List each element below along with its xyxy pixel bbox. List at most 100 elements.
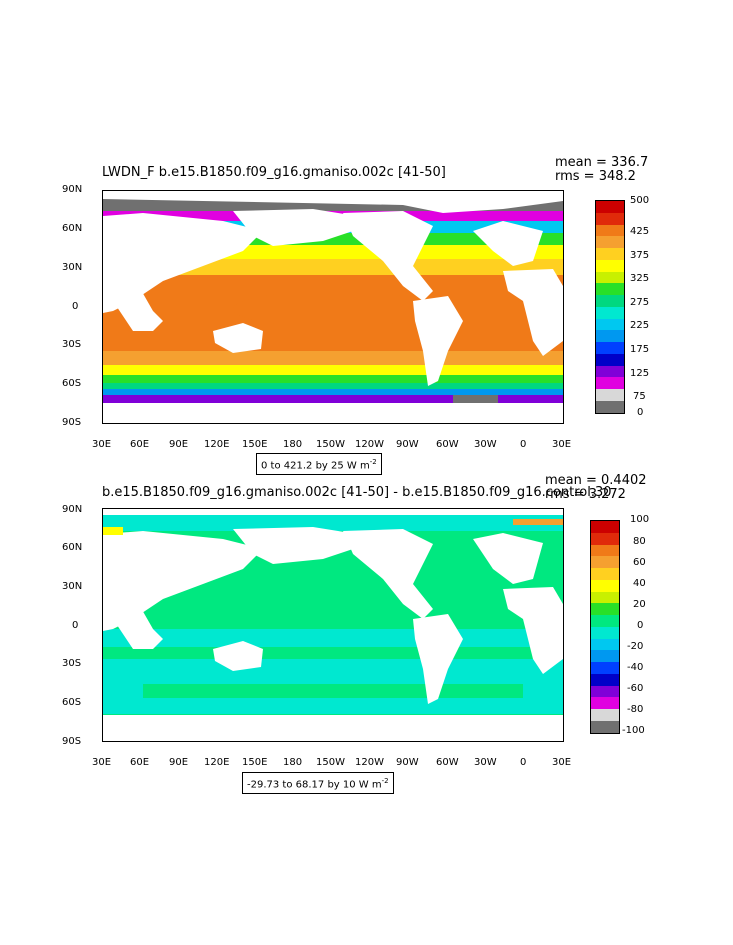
panel1-cbar-label: 0: [637, 407, 644, 418]
panel1-xtick: 90W: [396, 439, 419, 450]
panel2-ytick: 60S: [62, 697, 82, 708]
panel1-colorbar-swatch: [596, 295, 624, 307]
panel2-cbar-label: -100: [622, 725, 645, 736]
panel1-rms: rms = 348.2: [555, 169, 636, 184]
panel2-xtick: 120E: [204, 757, 230, 768]
panel2-colorbar-swatch: [591, 544, 619, 557]
panel1-range: 0 to 421.2 by 25 W m-2: [256, 453, 382, 476]
panel1-cbar-label: 325: [630, 273, 650, 284]
panel2-colorbar-swatch: [591, 568, 619, 580]
panel1-colorbar-swatch: [596, 306, 624, 319]
panel1-map: [102, 190, 564, 424]
panel2-rms: rms = 3.272: [545, 487, 626, 502]
panel1-cbar-label: 125: [630, 368, 650, 379]
panel2-xtick: 60E: [130, 757, 150, 768]
panel2-colorbar-swatch: [591, 685, 619, 698]
panel2-colorbar-swatch: [591, 673, 619, 686]
panel2-cbar-label: -40: [627, 662, 644, 673]
panel1-xtick: 0: [520, 439, 527, 450]
panel2-colorbar-swatch: [591, 697, 619, 710]
panel2-range-exp: -2: [381, 777, 389, 785]
panel2-colorbar-swatch: [591, 556, 619, 569]
panel2-colorbar: [590, 520, 620, 734]
panel1-colorbar-swatch: [596, 353, 624, 366]
panel2-xtick: 90E: [169, 757, 189, 768]
panel2-xtick: 150E: [242, 757, 268, 768]
panel2-xtick: 30W: [474, 757, 497, 768]
panel1-colorbar-swatch: [596, 365, 624, 378]
panel1-xtick: 120W: [355, 439, 384, 450]
panel2-range-label: -29.73 to 68.17 by 10 W m: [247, 779, 382, 791]
panel1-colorbar-swatch: [596, 224, 624, 237]
panel2-cbar-label: 40: [633, 578, 646, 589]
panel2-cbar-label: -20: [627, 641, 644, 652]
panel1-cbar-label: 75: [633, 391, 646, 402]
panel2-cbar-label: 100: [630, 514, 650, 525]
panel1-mean: mean = 336.7: [555, 155, 649, 170]
panel1-colorbar-swatch: [596, 401, 624, 413]
panel1-xtick: 30E: [92, 439, 112, 450]
panel1-xtick: 60W: [436, 439, 459, 450]
panel1-ytick: 30N: [62, 262, 83, 273]
panel2-cbar-label: -80: [627, 704, 644, 715]
panel2-cbar-label: 60: [633, 557, 646, 568]
panel1-colorbar-swatch: [596, 377, 624, 390]
panel1-colorbar-swatch: [596, 330, 624, 343]
panel1-xtick: 90E: [169, 439, 189, 450]
panel1-xtick: 180: [283, 439, 303, 450]
panel1-xtick: 60E: [130, 439, 150, 450]
panel2-colorbar-swatch: [591, 615, 619, 627]
panel2-colorbar-swatch: [591, 721, 619, 733]
panel2-xtick: 120W: [355, 757, 384, 768]
panel1-ytick: 60S: [62, 378, 82, 389]
panel1-xtick: 30W: [474, 439, 497, 450]
panel2-range: -29.73 to 68.17 by 10 W m-2: [242, 772, 394, 795]
panel2-mean: mean = 0.4402: [545, 473, 647, 488]
panel2-xtick: 180: [283, 757, 303, 768]
panel1-colorbar-swatch: [596, 318, 624, 331]
panel1-colorbar-swatch: [596, 236, 624, 249]
panel1-xtick: 120E: [204, 439, 230, 450]
panel1-colorbar-swatch: [596, 259, 624, 272]
panel1-ytick: 90N: [62, 184, 83, 195]
panel2-ytick: 60N: [62, 542, 83, 553]
panel1-cbar-label: 275: [630, 297, 650, 308]
panel2-ytick: 0: [72, 620, 79, 631]
panel2-xtick: 0: [520, 757, 527, 768]
panel1-colorbar-swatch: [596, 342, 624, 354]
panel2-cbar-label: -60: [627, 683, 644, 694]
panel2-ytick: 30S: [62, 658, 82, 669]
panel2-map: [102, 508, 564, 742]
panel2-ytick: 90N: [62, 504, 83, 515]
panel2-xtick: 60W: [436, 757, 459, 768]
panel2-colorbar-swatch: [591, 662, 619, 674]
panel1-title: LWDN_F b.e15.B1850.f09_g16.gmaniso.002c …: [102, 165, 446, 180]
panel1-ytick: 30S: [62, 339, 82, 350]
panel1-ytick: 0: [72, 301, 79, 312]
panel1-colorbar-swatch: [596, 283, 624, 296]
panel1-colorbar-swatch: [596, 212, 624, 225]
panel1-cbar-label: 425: [630, 226, 650, 237]
panel2-cbar-label: 20: [633, 599, 646, 610]
panel1-colorbar-swatch: [596, 201, 624, 213]
panel2-xtick: 30E: [92, 757, 112, 768]
panel1-cbar-label: 175: [630, 344, 650, 355]
panel2-colorbar-swatch: [591, 626, 619, 639]
panel1-cbar-label: 375: [630, 250, 650, 261]
panel1-cbar-label: 225: [630, 320, 650, 331]
panel1-colorbar-swatch: [596, 271, 624, 284]
panel1-colorbar: [595, 200, 625, 414]
panel2-xtick: 30E: [552, 757, 572, 768]
panel2-colorbar-swatch: [591, 650, 619, 663]
panel1-colorbar-swatch: [596, 389, 624, 402]
panel1-xtick: 150W: [316, 439, 345, 450]
panel2-colorbar-swatch: [591, 603, 619, 616]
panel2-map-svg: [103, 509, 563, 741]
panel1-colorbar-swatch: [596, 248, 624, 260]
panel2-ytick: 90S: [62, 736, 82, 747]
panel2-colorbar-swatch: [591, 521, 619, 533]
panel2-cbar-label: 80: [633, 536, 646, 547]
panel2-colorbar-swatch: [591, 591, 619, 604]
panel2-xtick: 150W: [316, 757, 345, 768]
panel2-title: b.e15.B1850.f09_g16.gmaniso.002c [41-50]…: [102, 486, 612, 499]
